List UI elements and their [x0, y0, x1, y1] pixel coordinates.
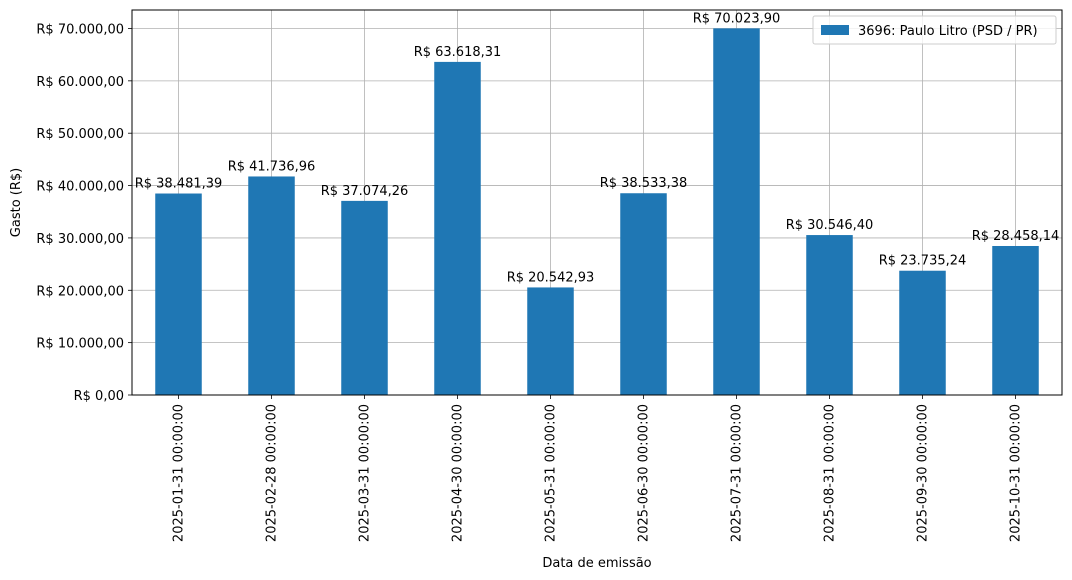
- bar: [434, 61, 481, 396]
- x-tick-label: 2025-08-31 00:00:00: [823, 404, 838, 542]
- bar: [713, 28, 760, 396]
- x-axis-label: Data de emissão: [542, 556, 651, 571]
- y-tick-label: R$ 50.000,00: [36, 127, 124, 142]
- y-tick-label: R$ 60.000,00: [36, 75, 124, 90]
- plot-frame: [131, 9, 1063, 396]
- legend-box: [812, 15, 1057, 45]
- y-tick-label: R$ 0,00: [74, 389, 124, 404]
- y-tick-label: R$ 20.000,00: [36, 284, 124, 299]
- bar: [527, 287, 574, 395]
- x-tick-label: 2025-02-28 00:00:00: [265, 404, 280, 542]
- bar: [155, 193, 202, 395]
- legend-label: 3696: Paulo Litro (PSD / PR): [858, 24, 1038, 39]
- bar-value-label: R$ 63.618,31: [414, 45, 502, 60]
- y-tick-label: R$ 70.000,00: [36, 22, 124, 37]
- x-tick-label: 2025-06-30 00:00:00: [637, 404, 652, 542]
- legend: 3696: Paulo Litro (PSD / PR): [812, 15, 1057, 45]
- bar-value-label: R$ 20.542,93: [507, 270, 595, 285]
- bar: [620, 193, 667, 395]
- y-tick-label: R$ 30.000,00: [36, 232, 124, 247]
- bar-value-label: R$ 23.735,24: [879, 254, 967, 269]
- bar: [899, 270, 946, 395]
- x-tick-label: 2025-01-31 00:00:00: [172, 404, 187, 542]
- bar-value-label: R$ 70.023,90: [693, 11, 781, 26]
- y-tick-label: R$ 40.000,00: [36, 180, 124, 195]
- x-tick-label: 2025-09-30 00:00:00: [916, 404, 931, 542]
- bar-value-label: R$ 41.736,96: [228, 159, 316, 174]
- x-tick-label: 2025-03-31 00:00:00: [358, 404, 373, 542]
- x-tick-label: 2025-05-31 00:00:00: [544, 404, 559, 542]
- bar-value-label: R$ 30.546,40: [786, 218, 874, 233]
- x-tick-label: 2025-04-30 00:00:00: [451, 404, 466, 542]
- bar: [992, 245, 1039, 395]
- data-labels: R$ 38.481,39 R$ 41.736,96 R$ 37.074,26 R$ 6…: [135, 11, 1060, 285]
- bar-value-label: R$ 28.458,14: [972, 229, 1060, 244]
- bar-value-label: R$ 38.533,38: [600, 176, 688, 191]
- bar: [248, 176, 295, 395]
- bar: [341, 200, 388, 395]
- bars: [155, 28, 1039, 396]
- x-tick-label: 2025-10-31 00:00:00: [1009, 404, 1024, 542]
- y-axis: R$ 0,00 R$ 10.000,00 R$ 20.000,00 R$ 30.000…: [36, 22, 132, 404]
- bar: [806, 235, 853, 395]
- x-axis: 2025-01-31 00:00:00 2025-02-28 00:00:00 20…: [172, 395, 1024, 542]
- y-tick-label: R$ 10.000,00: [36, 337, 124, 352]
- x-tick-label: 2025-07-31 00:00:00: [730, 404, 745, 542]
- bar-value-label: R$ 37.074,26: [321, 184, 409, 199]
- legend-swatch: [821, 25, 849, 35]
- y-axis-label: Gasto (R$): [9, 168, 24, 237]
- bar-value-label: R$ 38.481,39: [135, 177, 223, 192]
